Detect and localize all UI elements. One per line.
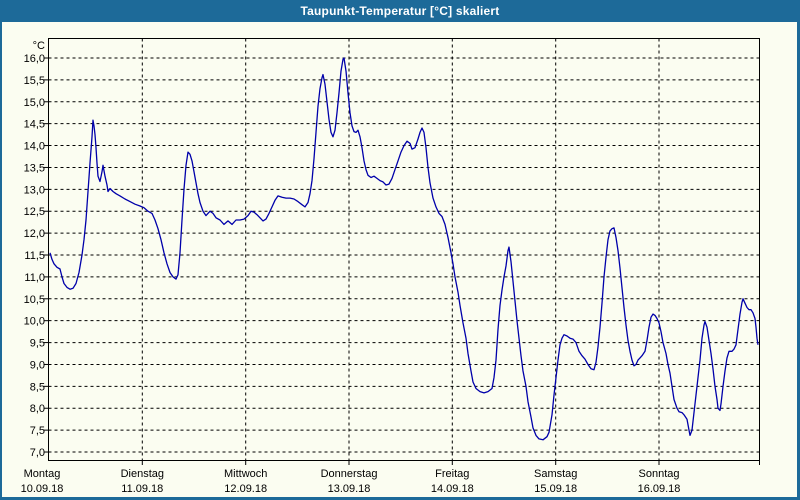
plot-border bbox=[48, 38, 760, 461]
y-axis-tick-label: 11,0 bbox=[24, 272, 45, 284]
y-axis-tick-label: 8,5 bbox=[30, 381, 45, 393]
y-axis-tick-label: 10,0 bbox=[24, 316, 45, 328]
date-label: 11.09.18 bbox=[121, 483, 163, 495]
day-label: Samstag bbox=[534, 468, 577, 480]
y-axis-tick-label: 10,5 bbox=[24, 294, 45, 306]
day-label: Dienstag bbox=[121, 468, 164, 480]
day-label: Freitag bbox=[435, 468, 469, 480]
date-label: 14.09.18 bbox=[431, 483, 474, 495]
y-axis-tick-label: 14,5 bbox=[24, 119, 45, 131]
celsius-unit-label: °C bbox=[33, 40, 45, 52]
y-axis-tick-label: 13,5 bbox=[24, 162, 45, 174]
date-label: 12.09.18 bbox=[224, 483, 267, 495]
y-axis-tick-label: 14,0 bbox=[24, 141, 45, 153]
date-label: 16.09.18 bbox=[638, 483, 681, 495]
y-axis-tick-label: 11,5 bbox=[24, 250, 45, 262]
window-titlebar[interactable]: Taupunkt-Temperatur [°C] skaliert bbox=[0, 0, 800, 22]
y-axis-tick-label: 12,5 bbox=[24, 206, 45, 218]
date-label: 13.09.18 bbox=[328, 483, 371, 495]
y-axis-tick-label: 7,0 bbox=[30, 447, 45, 459]
chart-plot-area: 16,0 15,5 15,0 14,5 14,0 13,5 13,0 12,5 12,0 11,5… bbox=[2, 22, 797, 497]
y-axis-tick-label: 9,0 bbox=[30, 359, 45, 371]
day-label: Mittwoch bbox=[224, 468, 267, 480]
y-axis-tick-label: 7,5 bbox=[30, 425, 45, 437]
day-label: Sonntag bbox=[639, 468, 680, 480]
y-axis-tick-label: 8,0 bbox=[30, 403, 45, 415]
y-axis-tick-label: 12,0 bbox=[24, 228, 45, 240]
y-axis-tick-label: 13,0 bbox=[24, 184, 45, 196]
y-axis-tick-label: 15,5 bbox=[24, 75, 45, 87]
y-axis-tick-label: 16,0 bbox=[24, 53, 45, 65]
temperature-line bbox=[49, 57, 759, 441]
day-label: Donnerstag bbox=[321, 468, 378, 480]
y-axis-tick-label: 15,0 bbox=[24, 97, 45, 109]
date-label: 10.09.18 bbox=[21, 483, 64, 495]
y-axis-tick-label: 9,5 bbox=[30, 338, 45, 350]
date-label: 15.09.18 bbox=[534, 483, 577, 495]
day-label: Montag bbox=[24, 468, 61, 480]
window-title: Taupunkt-Temperatur [°C] skaliert bbox=[300, 4, 500, 18]
